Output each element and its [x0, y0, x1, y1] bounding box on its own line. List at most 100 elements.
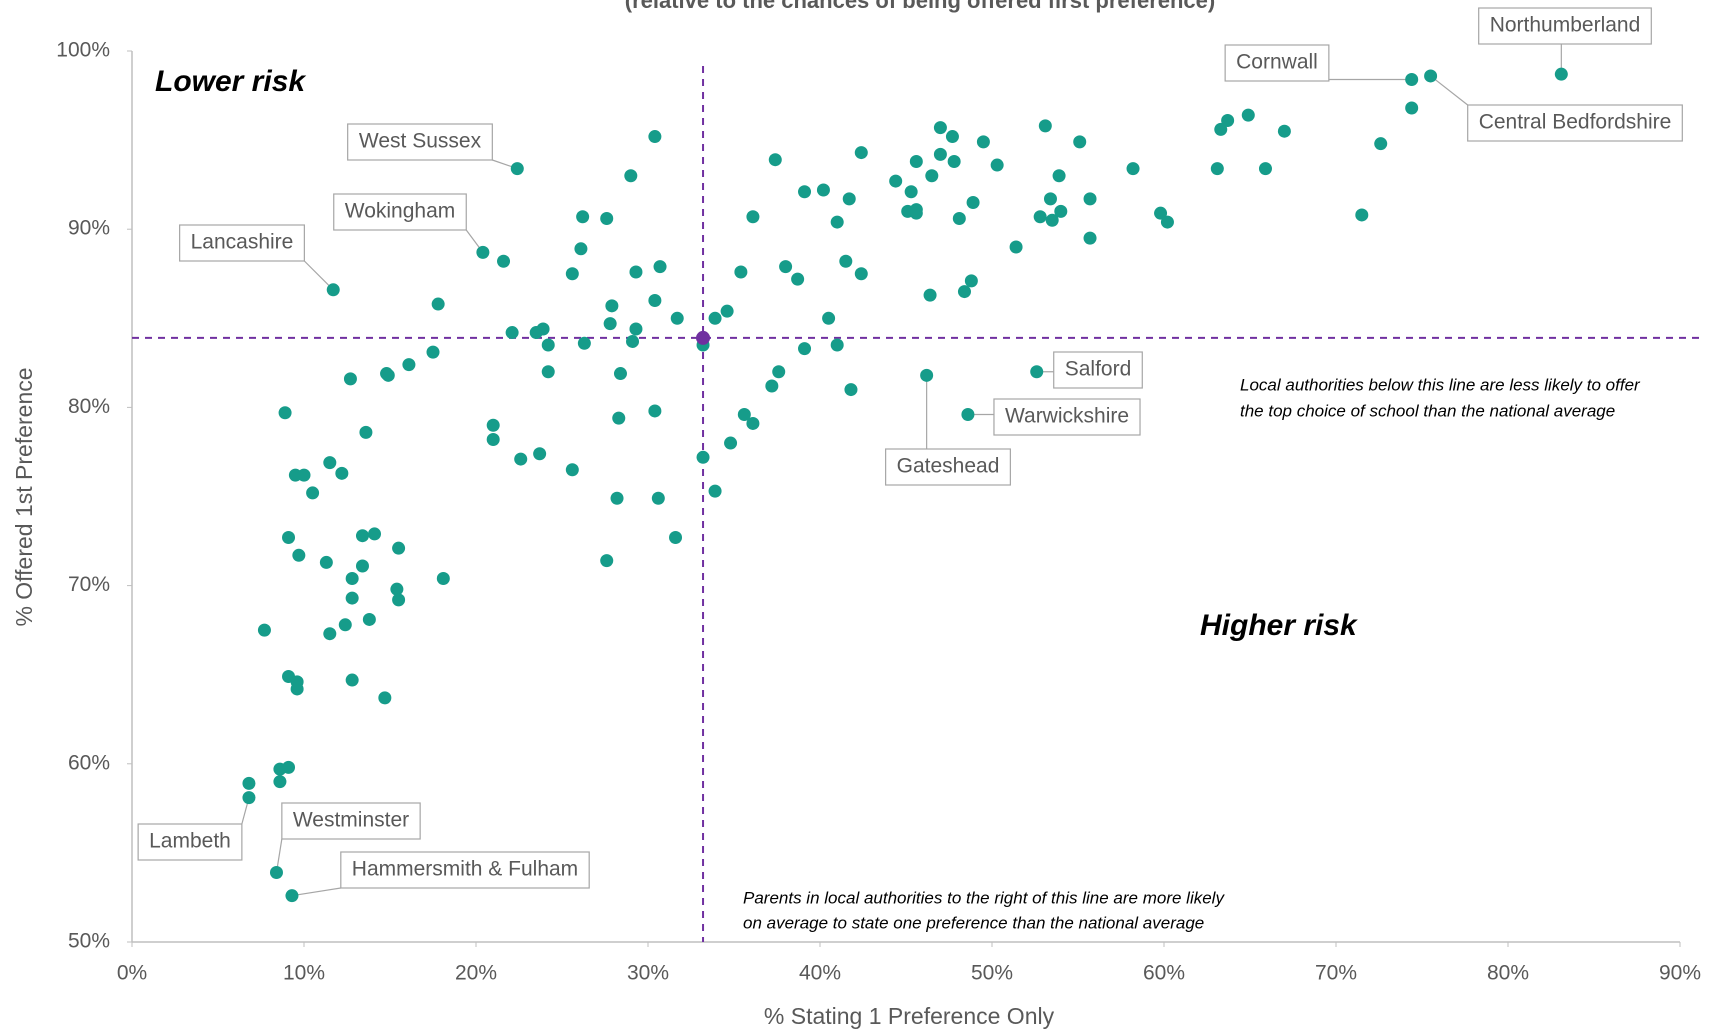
point: [1052, 169, 1066, 183]
chart-subtitle: (relative to the chances of being offere…: [625, 0, 1215, 13]
point: [510, 162, 524, 176]
x-tick-label: 50%: [971, 962, 1013, 985]
point: [629, 322, 643, 336]
point: [402, 358, 416, 372]
point: [1073, 135, 1087, 149]
point: [798, 185, 812, 199]
note-line: Parents in local authorities to the righ…: [743, 888, 1225, 907]
point: [1554, 67, 1568, 81]
point: [925, 169, 939, 183]
label-box: [340, 851, 590, 889]
point: [355, 529, 369, 543]
point: [947, 154, 961, 168]
point: [576, 210, 590, 224]
leader-line: [303, 260, 334, 291]
point: [1030, 365, 1044, 379]
callout: Gateshead: [885, 375, 1011, 486]
point: [297, 468, 311, 482]
point: [285, 889, 299, 903]
point: [600, 554, 614, 568]
point: [737, 408, 751, 422]
label-box: [993, 398, 1141, 436]
point: [335, 466, 349, 480]
y-tick-label: 90%: [68, 217, 110, 240]
point: [1405, 73, 1419, 87]
point: [282, 760, 296, 774]
point-label: Warwickshire: [1005, 405, 1129, 428]
point: [653, 260, 667, 274]
point: [1054, 204, 1068, 218]
point: [765, 379, 779, 393]
point-label: Lambeth: [149, 830, 231, 853]
point: [669, 530, 683, 544]
point: [319, 555, 333, 569]
point: [338, 618, 352, 632]
point: [345, 591, 359, 605]
point: [355, 559, 369, 573]
point: [1126, 162, 1140, 176]
point: [839, 254, 853, 268]
point: [724, 436, 738, 450]
point: [613, 367, 627, 381]
point: [772, 365, 786, 379]
point: [486, 418, 500, 432]
point: [282, 530, 296, 544]
point: [990, 158, 1004, 172]
point: [392, 541, 406, 555]
point: [257, 623, 271, 637]
point: [648, 404, 662, 418]
point: [359, 425, 373, 439]
point: [844, 383, 858, 397]
point: [734, 265, 748, 279]
point: [779, 260, 793, 274]
point: [923, 288, 937, 302]
point: [326, 283, 340, 297]
point: [345, 571, 359, 585]
point: [1374, 137, 1388, 151]
y-tick-label: 80%: [68, 395, 110, 418]
point: [708, 311, 722, 325]
note-line: on average to state one preference than …: [743, 913, 1204, 932]
point: [536, 322, 550, 336]
point: [343, 372, 357, 386]
x-tick-label: 60%: [1143, 962, 1185, 985]
point-label: Northumberland: [1490, 14, 1641, 37]
point: [822, 311, 836, 325]
point: [1038, 119, 1052, 133]
point: [1083, 231, 1097, 245]
point: [708, 484, 722, 498]
point: [1258, 162, 1272, 176]
point: [574, 242, 588, 256]
point-label: Westminster: [293, 809, 409, 832]
leader-line: [291, 887, 341, 897]
point: [497, 254, 511, 268]
x-tick-label: 30%: [627, 962, 669, 985]
y-tick-label: 100%: [56, 39, 110, 62]
point: [648, 293, 662, 307]
point: [1043, 192, 1057, 206]
point: [541, 338, 555, 352]
point: [610, 491, 624, 505]
x-tick-label: 70%: [1315, 962, 1357, 985]
point: [476, 245, 490, 259]
point: [1424, 69, 1438, 83]
average-point: [696, 330, 711, 345]
label-box: [347, 123, 493, 161]
y-tick-label: 70%: [68, 573, 110, 596]
point: [242, 791, 256, 805]
point: [746, 210, 760, 224]
x-tick-label: 0%: [117, 962, 147, 985]
point: [1033, 210, 1047, 224]
note-line: the top choice of school than the nation…: [1240, 401, 1615, 420]
point-label: Salford: [1065, 358, 1132, 381]
point: [920, 368, 934, 382]
point: [514, 452, 528, 466]
point: [273, 775, 287, 789]
point: [533, 447, 547, 461]
point: [933, 147, 947, 161]
point: [368, 527, 382, 541]
callout: Salford: [1036, 351, 1143, 389]
point-label: Central Bedfordshire: [1479, 111, 1672, 134]
x-tick-label: 10%: [283, 962, 325, 985]
